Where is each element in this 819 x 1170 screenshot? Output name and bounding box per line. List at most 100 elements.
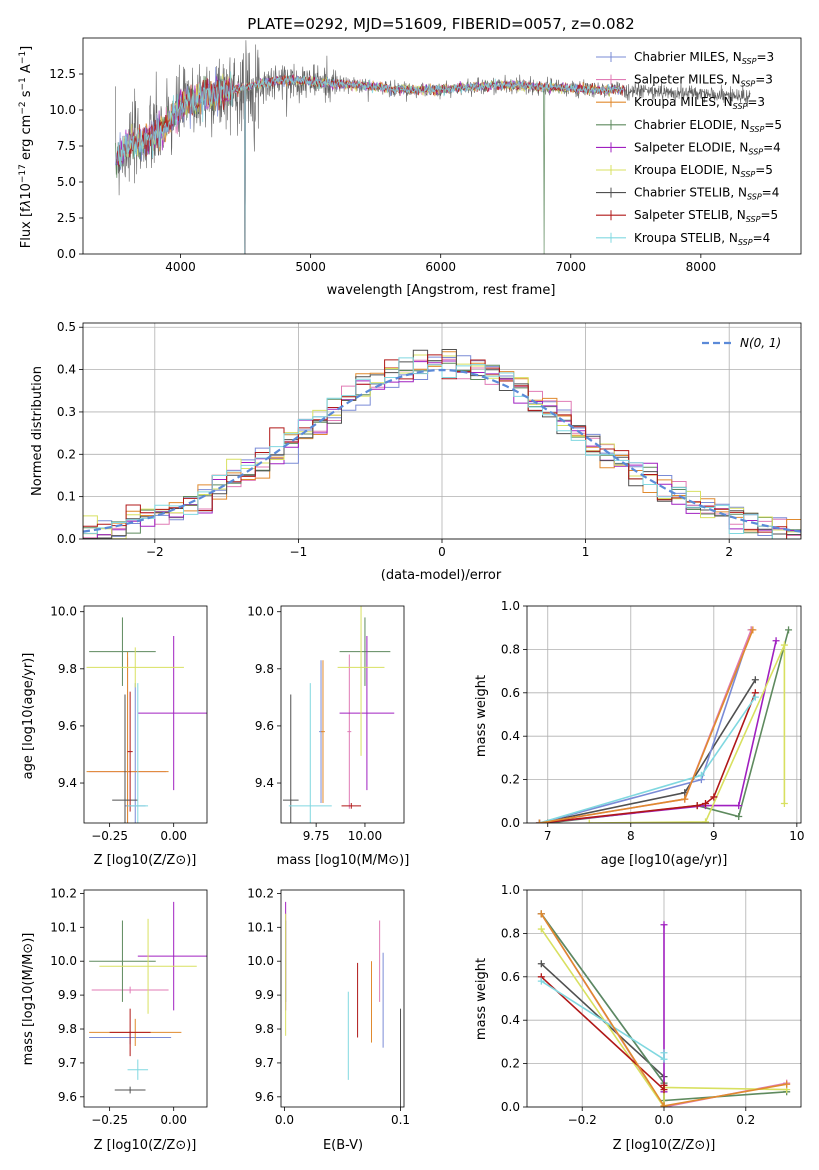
mwZ-ylabel: mass weight	[474, 958, 489, 1040]
mass-weight-marker	[537, 910, 545, 918]
x-tick-label: 0.00	[160, 829, 187, 843]
plot-area	[83, 349, 801, 539]
y-tick-label: 9.6	[255, 1090, 274, 1104]
massZ-ylabel: mass [log10(M/M⊙)]	[21, 933, 36, 1066]
mass-weight-series-1	[539, 629, 752, 823]
y-tick-label: 0.0	[501, 816, 520, 830]
legend-label-9: Kroupa STELIB, NSSP=4	[634, 231, 770, 247]
mass-weight-marker	[585, 819, 593, 823]
x-tick-label: 0.0	[654, 1113, 673, 1127]
y-tick-label: 0.3	[57, 405, 76, 419]
x-tick-label: −1	[290, 545, 308, 559]
mass-vs-z-panel: −0.25 0.00 9.6 9.7 9.8 9.9 10.0 10.1 10.2	[50, 886, 208, 1127]
residual-ylabel: Normed distribution	[30, 366, 45, 496]
y-tick-label: 9.9	[58, 988, 77, 1002]
y-tick-label: 0.0	[501, 1100, 520, 1114]
ageM-xlabel-text: mass [log10(M/M⊙)]	[277, 853, 410, 868]
y-tick-label: 9.6	[58, 719, 77, 733]
y-tick-label: 9.8	[58, 662, 77, 676]
y-tick-label: 0.0	[57, 532, 76, 546]
residual-xlabel: (data-model)/error	[381, 568, 502, 583]
mass-weight-marker	[660, 1102, 668, 1107]
mass-weight-marker	[783, 1080, 791, 1088]
mass-weight-series-6	[540, 928, 787, 1107]
y-tick-label: 0.2	[501, 773, 520, 787]
massE-xlabel-text: E(B-V)	[323, 1138, 363, 1153]
mwAge-xlabel: age [log10(age/yr)]	[601, 853, 728, 868]
plot-area	[282, 606, 395, 823]
x-tick-label: 6000	[425, 260, 456, 274]
plot-area	[115, 40, 751, 254]
legend-label-3: Kroupa MILES, NSSP=3	[634, 95, 765, 111]
legend-label-1: Chabrier MILES, NSSP=3	[634, 50, 774, 66]
mass-weight-vs-age-panel: 7 8 9 10 0.0 0.2 0.4 0.6 0.8 1.0	[501, 599, 805, 843]
x-tick-label: −0.25	[91, 1113, 128, 1127]
mass-weight-series-8	[539, 692, 757, 823]
spectrum-panel: 4000 5000 6000 7000 8000 0.0 2.5 5.0 7.5 10.0 12.5…	[49, 37, 802, 274]
mass-weight-marker	[751, 693, 759, 701]
x-tick-label: 10	[789, 829, 804, 843]
y-tick-label: 10.0	[50, 954, 77, 968]
plot-area	[285, 901, 402, 1107]
y-tick-label: 9.8	[58, 1022, 77, 1036]
residual-legend: N(0, 1)	[702, 336, 781, 350]
legend-label-2: Salpeter MILES, NSSP=3	[634, 73, 773, 89]
mass-weight-marker	[537, 960, 545, 968]
y-tick-label: 2.5	[57, 211, 76, 225]
spectrum-xlabel: wavelength [Angstrom, rest frame]	[327, 283, 556, 298]
histogram-series-9	[83, 357, 801, 539]
mass-weight-marker	[785, 626, 793, 634]
figure-title: PLATE=0292, MJD=51609, FIBERID=0057, z=0…	[247, 15, 634, 33]
y-tick-label: 5.0	[57, 175, 76, 189]
y-tick-label: 10.1	[50, 920, 77, 934]
mass-weight-marker	[735, 802, 743, 810]
gaussian-curve	[83, 368, 801, 533]
x-tick-label: 0.0	[275, 1113, 294, 1127]
y-tick-label: 0.6	[501, 686, 520, 700]
legend-label-8: Salpeter STELIB, NSSP=5	[634, 208, 778, 224]
y-tick-label: 9.4	[255, 776, 274, 790]
y-tick-label: 10.2	[50, 886, 77, 900]
y-tick-label: 10.0	[247, 954, 274, 968]
legend-gaussian-label: N(0, 1)	[740, 336, 781, 350]
massZ-xlabel: Z [log10(Z/Z⊙)]	[94, 1138, 197, 1153]
mwAge-ylabel: mass weight	[474, 675, 489, 757]
y-tick-label: 7.5	[57, 139, 76, 153]
massZ-ylabel-text: mass [log10(M/M⊙)]	[21, 933, 36, 1066]
spectrum-legend: Chabrier MILES, NSSP=3 Salpeter MILES, NS…	[596, 50, 782, 247]
mass-weight-marker	[702, 799, 710, 807]
legend-label-6: Kroupa ELODIE, NSSP=5	[634, 163, 773, 179]
ageM-xlabel: mass [log10(M/M⊙)]	[277, 853, 410, 868]
ageZ-ylabel: age [log10(age/yr)]	[21, 653, 36, 780]
mass-weight-marker	[751, 676, 759, 684]
y-tick-label: 10.0	[50, 605, 77, 619]
y-tick-label: 0.4	[57, 363, 76, 377]
y-tick-label: 9.6	[255, 719, 274, 733]
massE-xlabel: E(B-V)	[323, 1138, 363, 1153]
mass-weight-marker	[681, 795, 689, 803]
mass-weight-vs-z-panel: −0.2 0.0 0.2 0.0 0.2 0.4 0.6 0.8 1.0	[501, 883, 802, 1127]
x-tick-label: 1	[582, 545, 590, 559]
mass-weight-marker	[660, 1055, 668, 1063]
mass-weight-marker	[660, 921, 668, 929]
mass-weight-series-6	[589, 644, 786, 823]
spectrum-xlabel-text: wavelength [Angstrom, rest frame]	[327, 283, 556, 298]
y-tick-label: 9.4	[58, 776, 77, 790]
plot-area	[86, 617, 207, 823]
y-tick-label: 9.7	[58, 1056, 77, 1070]
spectrum-series-9	[117, 71, 623, 254]
y-tick-label: 0.4	[501, 729, 520, 743]
x-tick-label: 0.1	[391, 1113, 410, 1127]
x-tick-label: 5000	[295, 260, 326, 274]
y-tick-label: 10.0	[49, 103, 76, 117]
x-tick-label: 9.75	[303, 829, 330, 843]
x-tick-label: 0.00	[160, 1113, 187, 1127]
mass-weight-marker	[710, 793, 718, 801]
y-tick-label: 12.5	[49, 67, 76, 81]
y-tick-label: 10.2	[247, 886, 274, 900]
plot-area	[89, 901, 207, 1094]
mass-weight-series-4	[547, 629, 790, 823]
legend-label-7: Chabrier STELIB, NSSP=4	[634, 186, 779, 202]
y-tick-label: 9.9	[255, 988, 274, 1002]
y-tick-label: 0.5	[57, 320, 76, 334]
